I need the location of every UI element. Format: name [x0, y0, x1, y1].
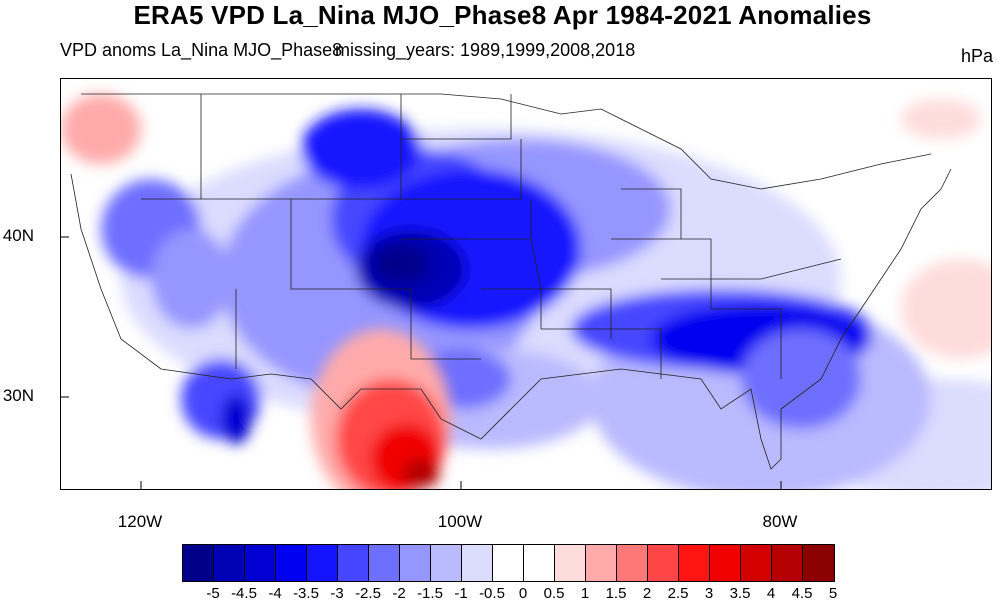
colorbar-tick-label: -3.5 — [293, 585, 319, 602]
colorbar-tick-label: -1 — [454, 585, 468, 602]
colorbar-tick-label: -4 — [268, 585, 282, 602]
lon-label-100w: 100W — [437, 512, 483, 531]
colorbar-box — [214, 545, 245, 581]
colorbar-box — [245, 545, 276, 581]
subtitle-missing-years: missing_years: 1989,1999,2008,2018 — [335, 40, 636, 60]
positive-anomaly-region — [61, 94, 991, 489]
colorbar-tick-label: 2 — [642, 585, 652, 602]
colorbar — [182, 544, 835, 582]
colorbar-box — [617, 545, 648, 581]
colorbar-box — [276, 545, 307, 581]
colorbar-tick-label: 3 — [704, 585, 714, 602]
lat-label-40n: 40N — [2, 226, 34, 245]
colorbar-tick-label: -3 — [330, 585, 344, 602]
colorbar-tick-label: 4 — [766, 585, 776, 602]
colorbar-box — [524, 545, 555, 581]
colorbar-box — [741, 545, 772, 581]
boundary-lines — [70, 93, 952, 470]
colorbar-box — [493, 545, 524, 581]
anomaly-field — [61, 79, 991, 489]
colorbar-box — [307, 545, 338, 581]
colorbar-tick-label: -0.5 — [479, 585, 505, 602]
colorbar-tick-label: 0 — [518, 585, 528, 602]
units-label: hPa — [960, 46, 993, 66]
colorbar-tick-label: 2.5 — [667, 585, 689, 602]
colorbar-tick-label: 4.5 — [791, 585, 813, 602]
map-panel — [60, 78, 992, 490]
colorbar-box — [555, 545, 586, 581]
colorbar-box — [772, 545, 803, 581]
colorbar-box — [648, 545, 679, 581]
colorbar-box — [400, 545, 431, 581]
colorbar-tick-label: 0.5 — [543, 585, 565, 602]
colorbar-tick-label: -5 — [206, 585, 220, 602]
colorbar-tick-label: 1.5 — [605, 585, 627, 602]
colorbar-tick-label: 5 — [828, 585, 838, 602]
lon-label-80w: 80W — [762, 512, 798, 531]
colorbar-box — [183, 545, 214, 581]
colorbar-tick-label: 3.5 — [729, 585, 751, 602]
colorbar-box — [338, 545, 369, 581]
colorbar-box — [679, 545, 710, 581]
lat-label-30n: 30N — [2, 386, 34, 405]
colorbar-box — [803, 545, 834, 581]
colorbar-tick-label: -1.5 — [417, 585, 443, 602]
lon-label-120w: 120W — [117, 512, 163, 531]
colorbar-box — [369, 545, 400, 581]
colorbar-tick-label: -2.5 — [355, 585, 381, 602]
colorbar-box — [710, 545, 741, 581]
colorbar-box — [431, 545, 462, 581]
axis-ticks — [61, 236, 782, 489]
map-title: ERA5 VPD La_Nina MJO_Phase8 Apr 1984-202… — [133, 0, 872, 30]
colorbar-tick-label: -4.5 — [231, 585, 257, 602]
colorbar-tick-label: -2 — [392, 585, 406, 602]
colorbar-box — [462, 545, 493, 581]
colorbar-tick-label: 1 — [580, 585, 590, 602]
subtitle-left: VPD anoms La_Nina MJO_Phase8 — [60, 40, 343, 60]
colorbar-box — [586, 545, 617, 581]
